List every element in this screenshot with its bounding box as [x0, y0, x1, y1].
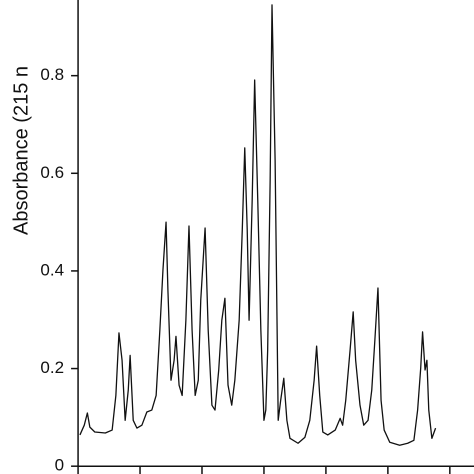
y-tick-label: 0.6 — [40, 163, 64, 182]
y-tick-label: 0 — [55, 456, 64, 474]
y-tick-label: 0.8 — [40, 65, 64, 84]
y-axis-label: Absorbance (215 n — [10, 66, 32, 235]
y-tick-label: 0.2 — [40, 358, 64, 377]
chromatogram-line — [79, 4, 437, 446]
y-tick-label: 0.4 — [40, 260, 64, 279]
